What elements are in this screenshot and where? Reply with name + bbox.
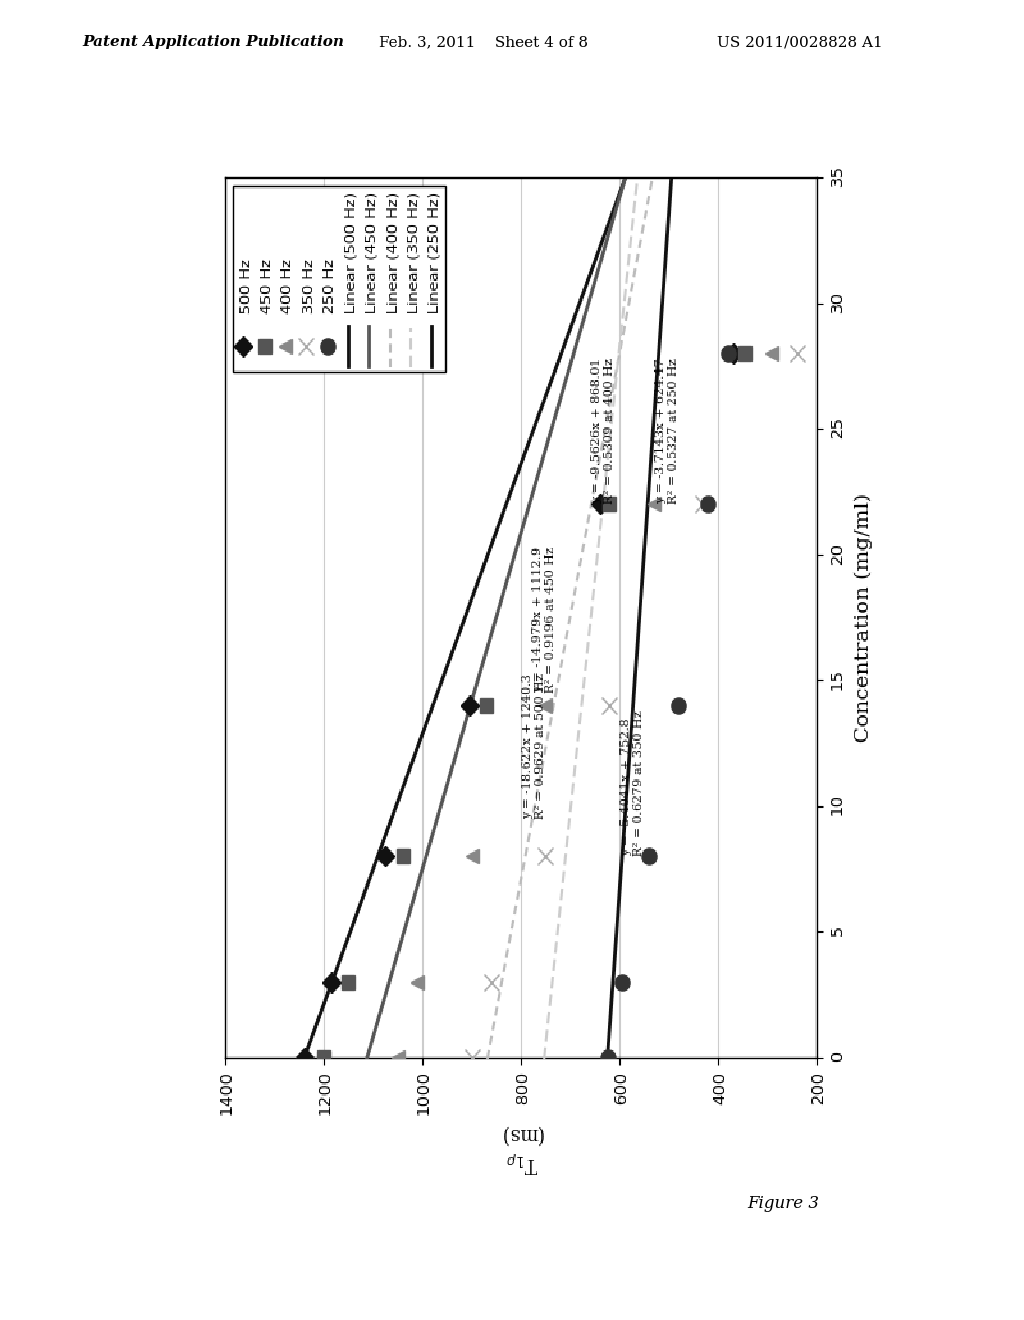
Text: US 2011/0028828 A1: US 2011/0028828 A1 (717, 36, 883, 49)
Text: Feb. 3, 2011    Sheet 4 of 8: Feb. 3, 2011 Sheet 4 of 8 (379, 36, 588, 49)
Text: Patent Application Publication: Patent Application Publication (82, 36, 344, 49)
Text: Figure 3: Figure 3 (748, 1195, 819, 1212)
